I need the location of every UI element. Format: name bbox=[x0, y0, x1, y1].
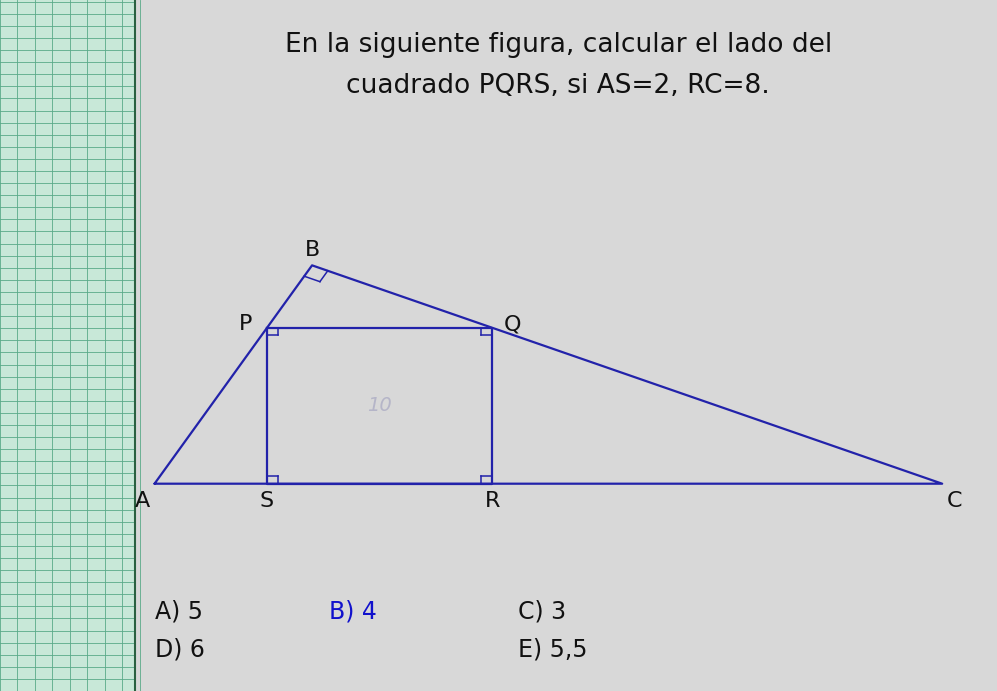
Text: S: S bbox=[260, 491, 274, 511]
Text: A: A bbox=[135, 491, 151, 511]
Text: A) 5: A) 5 bbox=[155, 600, 202, 623]
Text: B) 4: B) 4 bbox=[329, 600, 377, 623]
Text: Q: Q bbox=[503, 314, 520, 334]
Text: E) 5,5: E) 5,5 bbox=[518, 638, 588, 661]
Text: C: C bbox=[946, 491, 962, 511]
Text: 10: 10 bbox=[367, 396, 392, 415]
Text: En la siguiente figura, calcular el lado del: En la siguiente figura, calcular el lado… bbox=[285, 32, 831, 58]
Text: R: R bbox=[485, 491, 499, 511]
Text: P: P bbox=[238, 314, 252, 334]
Text: C) 3: C) 3 bbox=[518, 600, 566, 623]
Text: cuadrado PQRS, si AS=2, RC=8.: cuadrado PQRS, si AS=2, RC=8. bbox=[346, 73, 771, 100]
Text: B: B bbox=[304, 240, 320, 260]
Text: D) 6: D) 6 bbox=[155, 638, 204, 661]
Bar bbox=[0, 0, 135, 691]
